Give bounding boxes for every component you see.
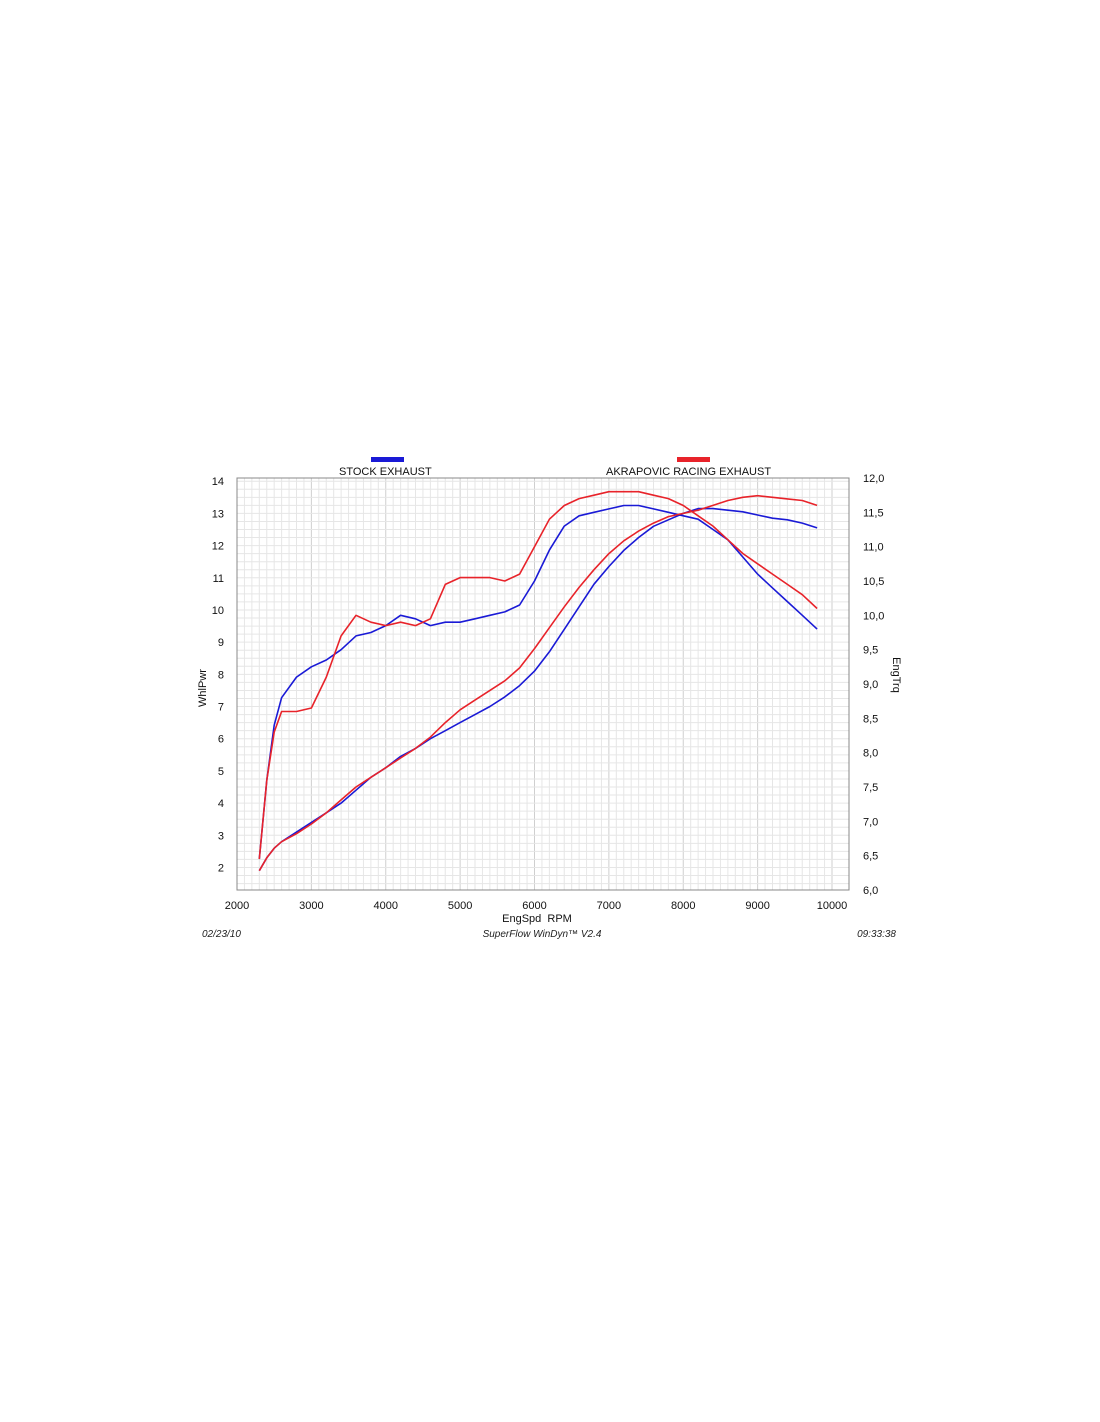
y2-axis-title: EngTrq: [890, 657, 902, 693]
legend: STOCK EXHAUST AKRAPOVIC RACING EXHAUST: [339, 457, 771, 478]
x-tick-label: 9000: [745, 900, 769, 912]
y-tick-label: 2: [218, 862, 224, 874]
y2-tick-label: 6,0: [863, 885, 878, 897]
plot-area: [237, 478, 849, 890]
x-tick-label: 6000: [522, 900, 546, 912]
series-line-akrapovic-power: [258, 494, 818, 872]
y-tick-label: 7: [218, 702, 224, 714]
y-axis-ticks: 2 3 4 5 6 7 8 9 10 11 12 13 14: [212, 476, 224, 874]
y2-tick-label: 11,0: [863, 542, 884, 554]
y-tick-label: 3: [218, 830, 224, 842]
y2-tick-label: 7,0: [863, 816, 878, 828]
y2-tick-label: 7,5: [863, 782, 878, 794]
series-line-stock-power: [258, 507, 818, 872]
x-tick-label: 10000: [817, 900, 848, 912]
y-tick-label: 9: [218, 637, 224, 649]
grid: [236, 478, 849, 890]
x-tick-label: 3000: [299, 900, 323, 912]
series-lines: [258, 490, 818, 872]
y2-tick-label: 10,0: [863, 610, 884, 622]
plot-frame: [236, 477, 850, 891]
y2-tick-label: 9,5: [863, 645, 878, 657]
y-tick-label: 13: [212, 508, 224, 520]
x-tick-label: 4000: [374, 900, 398, 912]
footer-time: 09:33:38: [857, 929, 896, 940]
y-tick-label: 6: [218, 734, 224, 746]
y-tick-label: 11: [213, 573, 224, 585]
y2-tick-label: 10,5: [863, 576, 884, 588]
y2-axis-ticks: 6,0 6,5 7,0 7,5 8,0 8,5 9,0 9,5 10,0 10,5 11,0 11,5…: [863, 473, 884, 897]
y-axis-title: WhlPwr: [197, 669, 209, 707]
x-tick-label: 8000: [671, 900, 695, 912]
x-tick-label: 2000: [225, 900, 249, 912]
legend-swatch-akrapovic: [677, 457, 710, 462]
y-tick-label: 10: [212, 605, 224, 617]
legend-label-stock: STOCK EXHAUST: [339, 466, 432, 478]
y-tick-label: 12: [212, 541, 224, 553]
footer-software: SuperFlow WinDyn™ V2.4: [483, 929, 602, 940]
y2-tick-label: 6,5: [863, 851, 878, 863]
legend-label-akrapovic: AKRAPOVIC RACING EXHAUST: [606, 466, 771, 478]
x-axis-ticks: 2000 3000 4000 5000 6000 7000 8000 9000 10000: [225, 900, 848, 912]
y2-tick-label: 12,0: [863, 473, 884, 485]
y2-tick-label: 9,0: [863, 679, 878, 691]
y-tick-label: 4: [218, 798, 224, 810]
y2-tick-label: 8,5: [863, 713, 878, 725]
y-tick-label: 8: [218, 669, 224, 681]
y-tick-label: 5: [218, 766, 224, 778]
legend-swatch-stock: [371, 457, 404, 462]
x-tick-label: 7000: [597, 900, 621, 912]
y2-tick-label: 11,5: [863, 507, 884, 519]
y-tick-label: 14: [212, 476, 224, 488]
series-line-akrapovic-torque: [258, 490, 818, 860]
x-tick-label: 5000: [448, 900, 472, 912]
x-axis-title: EngSpd RPM: [502, 913, 572, 925]
footer-date: 02/23/10: [202, 929, 241, 940]
y2-tick-label: 8,0: [863, 748, 878, 760]
